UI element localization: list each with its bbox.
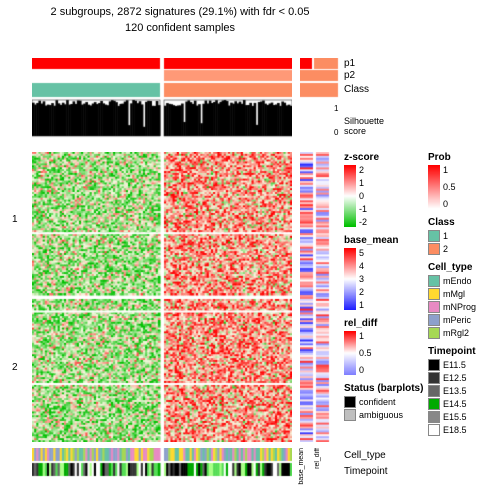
legend-col-1: z-score210-1-2base_mean54321rel_diff10.5…	[344, 152, 424, 422]
heatmap	[32, 152, 292, 442]
bottom-tracks	[32, 448, 292, 478]
class-label: Class	[344, 84, 369, 95]
p1-label: p1	[344, 58, 355, 69]
legend-col-2: Prob10.50Class12Cell_typemEndomMglmNProg…	[428, 152, 504, 437]
silhouette-tick-1: 1	[334, 104, 338, 113]
p2-label: p2	[344, 70, 355, 81]
silhouette-tick-0: 0	[334, 128, 338, 137]
timepoint-bottom-label: Timepoint	[344, 466, 388, 477]
top-tracks	[32, 58, 292, 140]
basemean-rowlabel: base_mean	[298, 448, 305, 485]
row-annotations	[300, 152, 330, 442]
celltype-bottom-label: Cell_type	[344, 450, 386, 461]
silhouette-label: Silhouettescore	[344, 116, 384, 136]
title-line2: 120 confident samples	[0, 22, 360, 34]
reldiff-rowlabel: rel_diff	[314, 448, 321, 469]
title-line1: 2 subgroups, 2872 signatures (29.1%) wit…	[0, 6, 360, 18]
subgroup-label-2: 2	[12, 362, 18, 373]
subgroup-label-1: 1	[12, 214, 18, 225]
